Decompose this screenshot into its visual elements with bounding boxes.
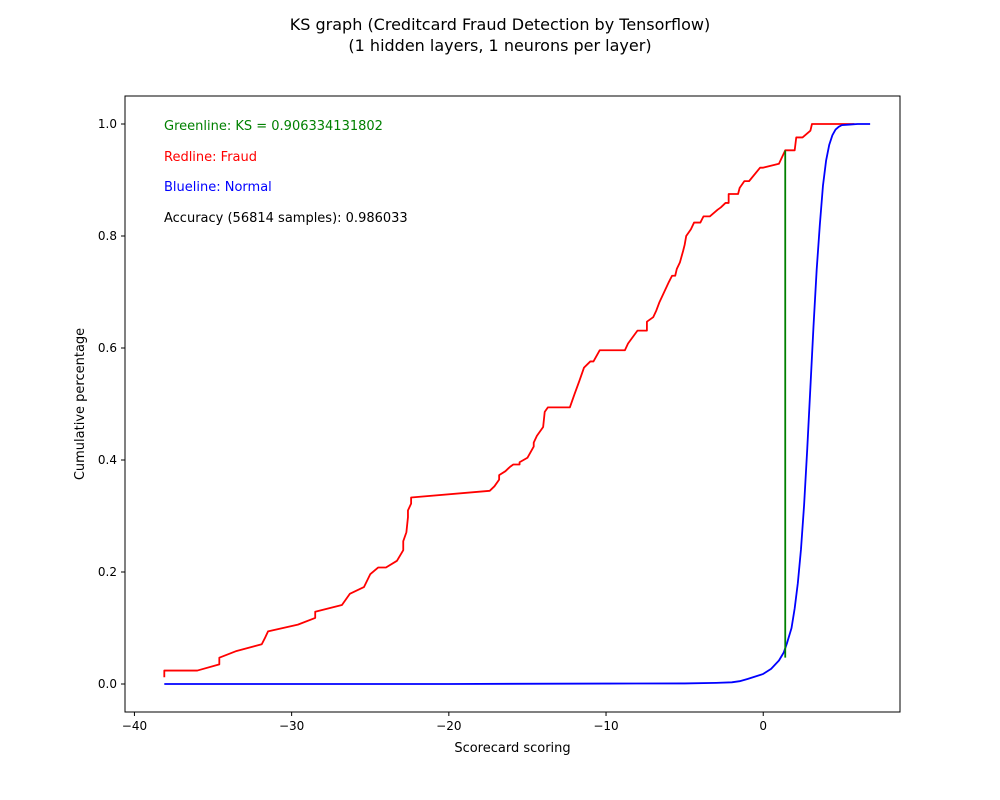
annotation-text: Accuracy (56814 samples): 0.986033	[164, 211, 408, 226]
x-tick-label: −30	[279, 719, 304, 733]
normal-line	[164, 123, 871, 685]
x-axis-label: Scorecard scoring	[454, 741, 570, 756]
annotation-text: Greenline: KS = 0.906334131802	[164, 119, 383, 134]
chart-subtitle: (1 hidden layers, 1 neurons per layer)	[348, 36, 651, 55]
y-tick-label: 0.0	[98, 677, 117, 691]
x-tick-label: 0	[759, 719, 767, 733]
x-tick-label: −40	[122, 719, 147, 733]
y-axis-label: Cumulative percentage	[73, 328, 88, 480]
annotation-text: Redline: Fraud	[164, 150, 257, 165]
x-tick-label: −10	[593, 719, 618, 733]
y-tick-label: 1.0	[98, 117, 117, 131]
y-tick-label: 0.8	[98, 229, 117, 243]
y-tick-label: 0.6	[98, 341, 117, 355]
annotation-text: Blueline: Normal	[164, 180, 272, 195]
y-tick-label: 0.2	[98, 565, 117, 579]
x-tick-label: −20	[436, 719, 461, 733]
y-tick-label: 0.4	[98, 453, 117, 467]
chart-title: KS graph (Creditcard Fraud Detection by …	[290, 15, 710, 34]
plot-frame	[124, 95, 901, 713]
fraud-line	[163, 123, 855, 678]
